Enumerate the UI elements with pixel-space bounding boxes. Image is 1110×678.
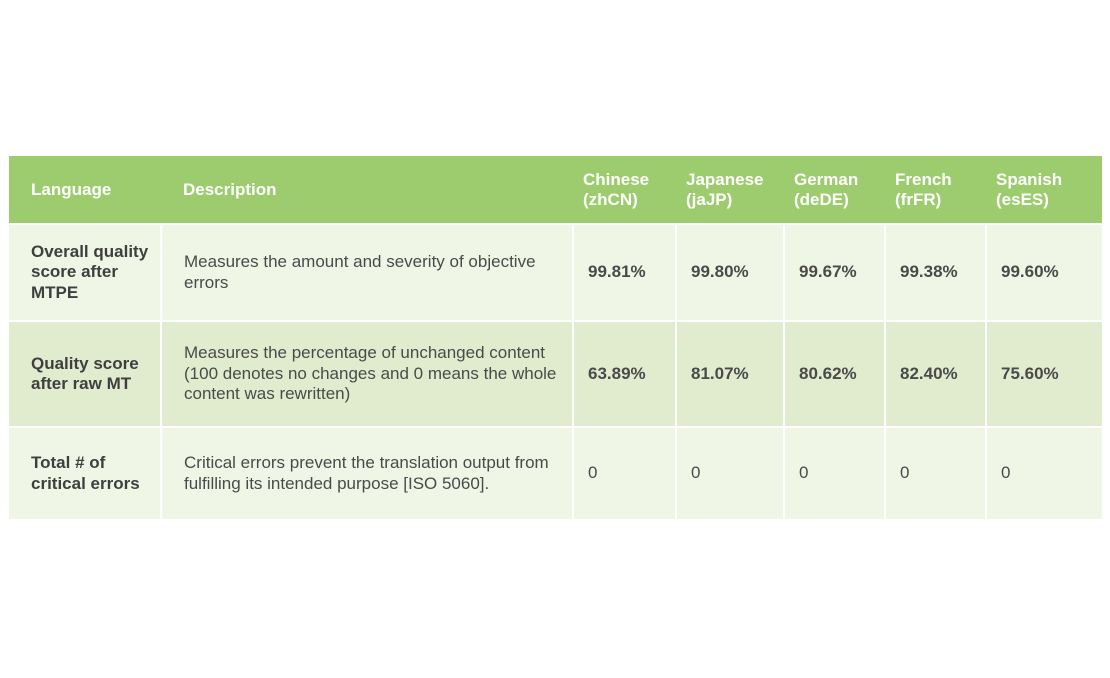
results-table-container: Language Description Chinese (zhCN) Japa… bbox=[9, 156, 1102, 519]
value-chinese: 63.89% bbox=[572, 320, 676, 427]
header-french: French (frFR) bbox=[895, 169, 952, 209]
value-german: 0 bbox=[783, 426, 885, 519]
header-spanish: Spanish (esES) bbox=[996, 169, 1063, 209]
header-description: Description bbox=[183, 179, 277, 199]
value-spanish: 0 bbox=[985, 426, 1102, 519]
row-description: Critical errors prevent the translation … bbox=[160, 426, 573, 519]
value-chinese: 99.81% bbox=[572, 223, 676, 321]
value-french: 0 bbox=[884, 426, 986, 519]
table-header-row: Language Description Chinese (zhCN) Japa… bbox=[9, 156, 1102, 224]
header-german: German (deDE) bbox=[794, 169, 859, 209]
row-description: Measures the percentage of unchanged con… bbox=[160, 320, 573, 427]
value-french: 82.40% bbox=[884, 320, 986, 427]
row-label: Overall quality score after MTPE bbox=[9, 223, 161, 321]
value-japanese: 99.80% bbox=[675, 223, 784, 321]
value-japanese: 81.07% bbox=[675, 320, 784, 427]
row-label: Total # of critical errors bbox=[9, 426, 161, 519]
value-german: 80.62% bbox=[783, 320, 885, 427]
value-japanese: 0 bbox=[675, 426, 784, 519]
value-spanish: 75.60% bbox=[985, 320, 1102, 427]
value-german: 99.67% bbox=[783, 223, 885, 321]
value-spanish: 99.60% bbox=[985, 223, 1102, 321]
results-table: Language Description Chinese (zhCN) Japa… bbox=[9, 156, 1102, 519]
row-description: Measures the amount and severity of obje… bbox=[160, 223, 573, 321]
header-japanese: Japanese (jaJP) bbox=[686, 169, 764, 209]
table-row: Overall quality score after MTPE Measure… bbox=[9, 223, 1102, 321]
header-chinese: Chinese (zhCN) bbox=[583, 169, 650, 209]
table-row: Total # of critical errors Critical erro… bbox=[9, 426, 1102, 519]
header-language: Language bbox=[31, 179, 112, 199]
table-row: Quality score after raw MT Measures the … bbox=[9, 320, 1102, 427]
value-chinese: 0 bbox=[572, 426, 676, 519]
value-french: 99.38% bbox=[884, 223, 986, 321]
row-label: Quality score after raw MT bbox=[9, 320, 161, 427]
